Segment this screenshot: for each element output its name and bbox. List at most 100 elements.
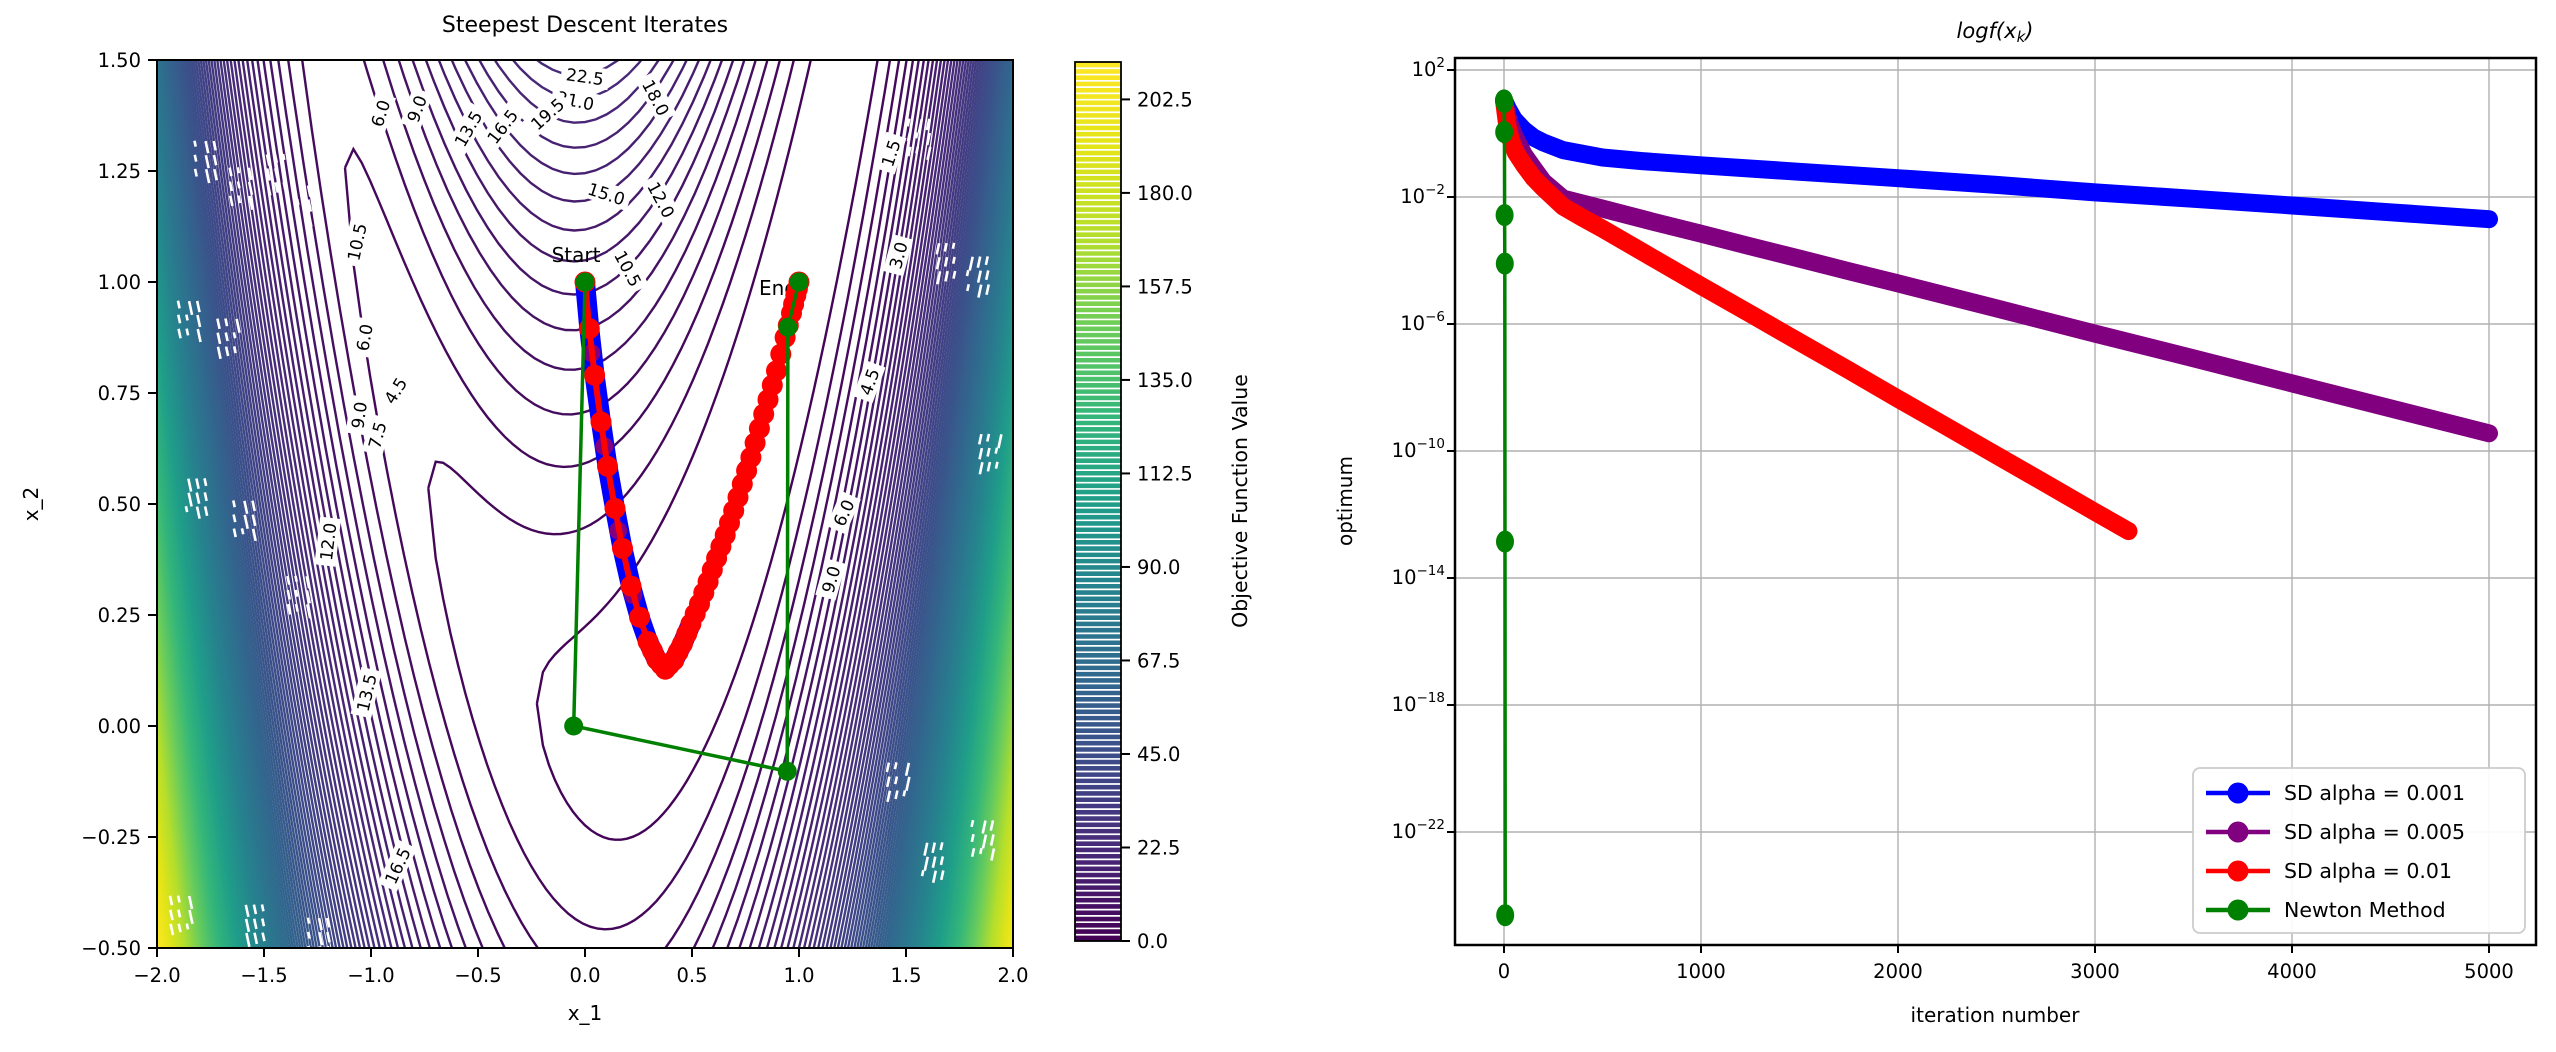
y-tick-label: −0.25 (81, 826, 141, 849)
sd-01-marker (604, 497, 626, 519)
contour-label-bg (640, 173, 682, 226)
contour-label-text: 6.0 (353, 323, 377, 353)
contour-label: 6.0 (364, 91, 397, 135)
left-axes-layer: −2.0 −1.5 −1.0 −0.5 0.0 0.5 1.0 1.5 2.0 1.50 1.25 1… (81, 49, 1028, 987)
speckle-dash (177, 328, 182, 339)
speckle-dash (235, 318, 241, 333)
speckle-dash (979, 847, 983, 855)
colorbar-tick-label: 180.0 (1137, 182, 1193, 205)
speckle-dash (176, 895, 181, 903)
right-ylabel: optimum (1333, 456, 1357, 546)
speckle-dash (994, 461, 999, 469)
speckle-dash (232, 514, 237, 523)
speckle-dash (188, 909, 194, 925)
contour-label: 10.5 (341, 216, 372, 268)
trajectories-layer (564, 271, 810, 781)
contour-label-bg (826, 491, 861, 535)
speckle-dash (294, 589, 299, 597)
speckle-dash (193, 140, 197, 147)
speckle-dash (282, 167, 287, 176)
speckle-dash (935, 242, 941, 255)
speckle-dash (905, 776, 911, 791)
speckle-dash (187, 478, 193, 492)
right-plot: 0 1000 2000 3000 4000 5000 102 10−2 10−6 10−10 10−… (1333, 19, 2538, 1027)
speckle-dash (894, 790, 899, 800)
speckle-dash (923, 842, 929, 856)
speckle-dash (315, 213, 321, 224)
speckle-dash (951, 256, 956, 264)
newton-marker (778, 317, 798, 337)
speckle-dash (245, 932, 251, 948)
speckle-dash (216, 332, 222, 345)
y-tick-label: 0.75 (98, 382, 141, 405)
speckle-dash (981, 834, 988, 849)
contour-label-bg (874, 131, 907, 175)
contour-label-text: 9.0 (348, 401, 372, 431)
speckle-dash (306, 917, 311, 924)
speckle-dash (176, 300, 181, 309)
colorbar: 202.5 180.0 157.5 135.0 112.5 90.0 67.5 45.0 22.… (1074, 61, 1252, 953)
contour-label-bg (341, 216, 372, 268)
sd-01-marker (584, 364, 606, 386)
speckle-dash (177, 923, 182, 933)
x-tick-label: 0 (1498, 960, 1510, 983)
speckle-dash (261, 918, 266, 927)
speckle-dash (886, 790, 892, 803)
speckle-dash (917, 118, 924, 134)
speckle-dash (295, 198, 300, 206)
contour-label-bg (852, 360, 886, 404)
speckle-dash (976, 256, 982, 268)
contour-label: 22.5 (559, 62, 611, 90)
speckle-dash (176, 314, 182, 324)
speckle-dash (902, 790, 907, 797)
contour-label-bg (580, 176, 633, 212)
speckle-dash (232, 528, 237, 538)
contour-label: 18.0 (635, 71, 677, 124)
legend-label: SD alpha = 0.01 (2284, 859, 2452, 883)
speckle-dash (195, 478, 200, 490)
speckle-dash (939, 856, 945, 866)
contour-label-bg (377, 839, 417, 892)
newton-marker (1496, 904, 1515, 927)
contour-label-text: 12.0 (317, 522, 341, 562)
legend-marker (2227, 821, 2249, 843)
speckle-dash (931, 856, 937, 869)
speckle-dash (204, 140, 210, 154)
contour-label: 6.0 (350, 316, 378, 358)
speckle-dash (940, 870, 945, 881)
speckle-dash (307, 213, 313, 227)
speckle-dash (195, 300, 201, 313)
speckle-dash (187, 492, 193, 507)
legend-item: SD alpha = 0.01 (2206, 859, 2452, 883)
y-tick-label: 10−6 (1400, 309, 1445, 335)
colorbar-tick-label: 0.0 (1137, 930, 1168, 953)
speckle-dash (265, 168, 272, 181)
legend-item: Newton Method (2206, 898, 2446, 922)
left-xlabel: x_1 (568, 1001, 603, 1025)
x-tick-label: 4000 (2267, 960, 2317, 983)
speckle-dash (296, 212, 301, 221)
speckle-dash (981, 820, 987, 834)
contour-label: 6.0 (826, 491, 861, 535)
speckle-dash (286, 589, 291, 600)
contour-label-bg (607, 242, 649, 295)
newton-marker (789, 272, 809, 292)
speckle-dash (885, 776, 891, 788)
speckle-dash (906, 132, 912, 142)
y-tick-label: 1.25 (98, 160, 141, 183)
colorbar-tick-label: 202.5 (1137, 88, 1193, 111)
contour-label-text: 10.5 (344, 222, 371, 263)
speckle-dash (273, 153, 279, 164)
speckle-dash (232, 332, 237, 339)
newton-marker (575, 272, 595, 292)
speckle-dash (204, 154, 210, 169)
speckle-dash (985, 284, 990, 296)
speckle-dash (915, 146, 920, 154)
x-tick-label: 1.0 (783, 964, 814, 987)
speckle-dash (989, 820, 995, 831)
x-tick-label: 0.0 (569, 964, 600, 987)
y-tick-label: 0.50 (98, 493, 141, 516)
speckle-dash (282, 181, 287, 191)
contour-speckles-layer (168, 118, 1003, 948)
x-tick-label: −1.5 (240, 964, 287, 987)
